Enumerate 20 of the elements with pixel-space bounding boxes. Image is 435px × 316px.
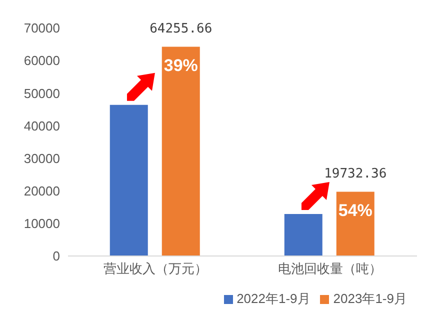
data-label: 64255.66 [150, 22, 212, 37]
bar [336, 192, 374, 256]
y-tick-label: 40000 [24, 118, 60, 134]
y-tick-label: 30000 [24, 150, 60, 166]
data-label: 19732.36 [324, 166, 387, 182]
annotation: 54% [338, 200, 372, 220]
bar [284, 214, 322, 256]
y-tick-label: 0 [52, 248, 60, 264]
legend-label: 2023年1-9月 [333, 291, 407, 306]
y-tick-label: 50000 [24, 86, 60, 101]
x-tick-label: 电池回收量（吨） [278, 262, 382, 278]
y-tick-label: 10000 [24, 216, 60, 232]
x-tick-label: 营业收入（万元） [103, 262, 208, 278]
y-tick-label: 70000 [24, 20, 60, 36]
legend-label: 2022年1-9月 [236, 291, 310, 306]
bar [110, 104, 148, 256]
y-tick-label: 60000 [24, 53, 60, 68]
annotation: 39% [164, 56, 198, 75]
bar [162, 46, 200, 256]
y-tick-label: 20000 [24, 183, 60, 198]
